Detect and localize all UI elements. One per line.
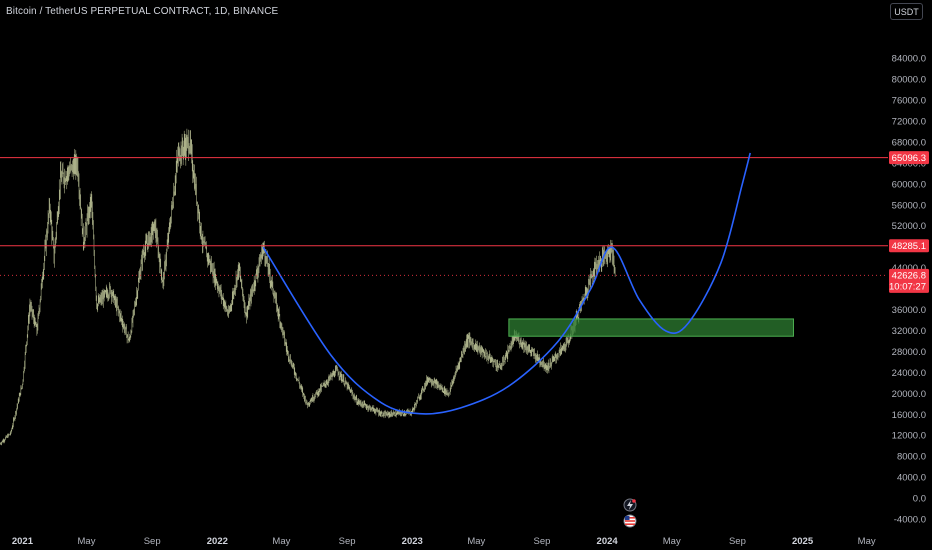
y-tick-label: 12000.0	[892, 431, 926, 442]
x-tick-label: May	[858, 536, 876, 547]
x-axis[interactable]: 2021 May Sep 2022 May Sep 2023 May Sep 2024 May Sep…	[12, 536, 876, 547]
y-tick-label: 84000.0	[892, 54, 926, 65]
x-tick-label: Sep	[729, 536, 746, 547]
y-tick-label: 8000.0	[897, 452, 926, 463]
x-tick-label: 2024	[597, 536, 619, 547]
y-tick-label: 76000.0	[892, 96, 926, 107]
levels-layer	[0, 157, 888, 247]
x-tick-label: May	[467, 536, 485, 547]
price-tags-layer: 65096.3 48285.1 42626.810:07:27	[889, 151, 929, 293]
y-tick-label: 16000.0	[892, 410, 926, 421]
level-price-tag: 48285.1	[892, 241, 926, 252]
y-tick-label: 60000.0	[892, 179, 926, 190]
support-zone-layer	[508, 318, 794, 337]
last-price-tag-bg	[889, 268, 929, 293]
x-tick-label: 2021	[12, 536, 34, 547]
last-price-tag: 42626.8	[892, 271, 926, 282]
y-tick-label: 0.0	[913, 494, 926, 505]
y-tick-label: 36000.0	[892, 305, 926, 316]
x-tick-label: May	[663, 536, 681, 547]
y-tick-label: 52000.0	[892, 221, 926, 232]
chart-title: Bitcoin / TetherUS PERPETUAL CONTRACT, 1…	[6, 6, 279, 17]
us-flag-icon[interactable]	[623, 514, 637, 528]
y-tick-label: 20000.0	[892, 389, 926, 400]
event-icons[interactable]	[623, 498, 637, 528]
y-tick-label: 4000.0	[897, 473, 926, 484]
y-tick-label: 28000.0	[892, 347, 926, 358]
y-tick-label: -4000.0	[894, 515, 926, 526]
x-tick-label: May	[78, 536, 96, 547]
y-tick-label: 24000.0	[892, 368, 926, 379]
x-tick-label: 2025	[792, 536, 814, 547]
support-zone	[508, 318, 794, 337]
cup-curve	[262, 152, 751, 415]
lightning-icon[interactable]	[623, 498, 637, 512]
y-tick-label: 72000.0	[892, 117, 926, 128]
y-tick-label: 80000.0	[892, 75, 926, 86]
y-tick-label: 44000.0	[892, 263, 926, 274]
x-tick-label: May	[272, 536, 290, 547]
currency-button[interactable]: USDT	[890, 3, 923, 20]
x-tick-label: 2022	[207, 536, 228, 547]
countdown-tag: 10:07:27	[889, 281, 926, 292]
x-tick-label: Sep	[339, 536, 356, 547]
x-tick-label: 2023	[402, 536, 423, 547]
level-price-tag-bg	[889, 239, 929, 253]
y-tick-label: 56000.0	[892, 200, 926, 211]
y-tick-label: 32000.0	[892, 326, 926, 337]
cup-curve-layer	[262, 152, 751, 415]
level-price-tag: 65096.3	[892, 153, 926, 164]
y-tick-label: 68000.0	[892, 137, 926, 148]
level-price-tag-bg	[889, 151, 929, 165]
candles-layer	[0, 128, 616, 446]
x-tick-label: Sep	[534, 536, 551, 547]
x-tick-label: Sep	[144, 536, 161, 547]
